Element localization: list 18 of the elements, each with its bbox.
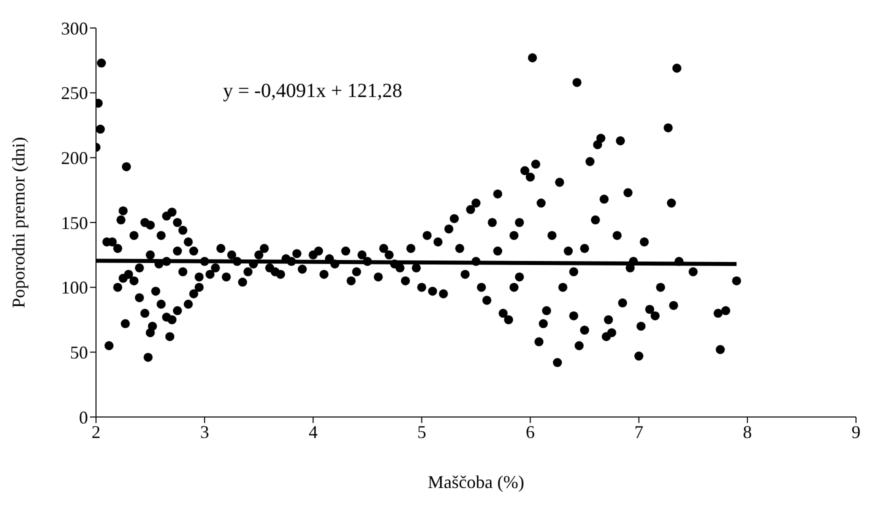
y-tick-label: 300 [61,18,88,38]
x-tick-label: 4 [308,422,318,442]
y-tick-label: 50 [70,342,88,363]
y-tick-label: 100 [61,278,88,298]
y-tick-label: 0 [79,407,88,428]
annotation: y = -0,4091x + 121,28 [223,80,402,103]
y-tick-label: 200 [61,148,88,168]
x-tick-label: 2 [92,422,100,442]
x-axis-title: Maščoba (%) [428,472,524,492]
x-tick-label: 7 [634,422,644,442]
x-tick-label: 5 [417,422,426,442]
x-tick-label: 6 [526,422,535,442]
y-axis-title: Poporodni premor (dni) [8,137,28,308]
y-tick-label: 250 [61,83,88,104]
x-tick-label: 3 [200,422,210,442]
y-tick-label: 150 [61,212,88,233]
x-tick-label: 8 [742,422,752,442]
x-tick-label: 9 [852,422,860,442]
